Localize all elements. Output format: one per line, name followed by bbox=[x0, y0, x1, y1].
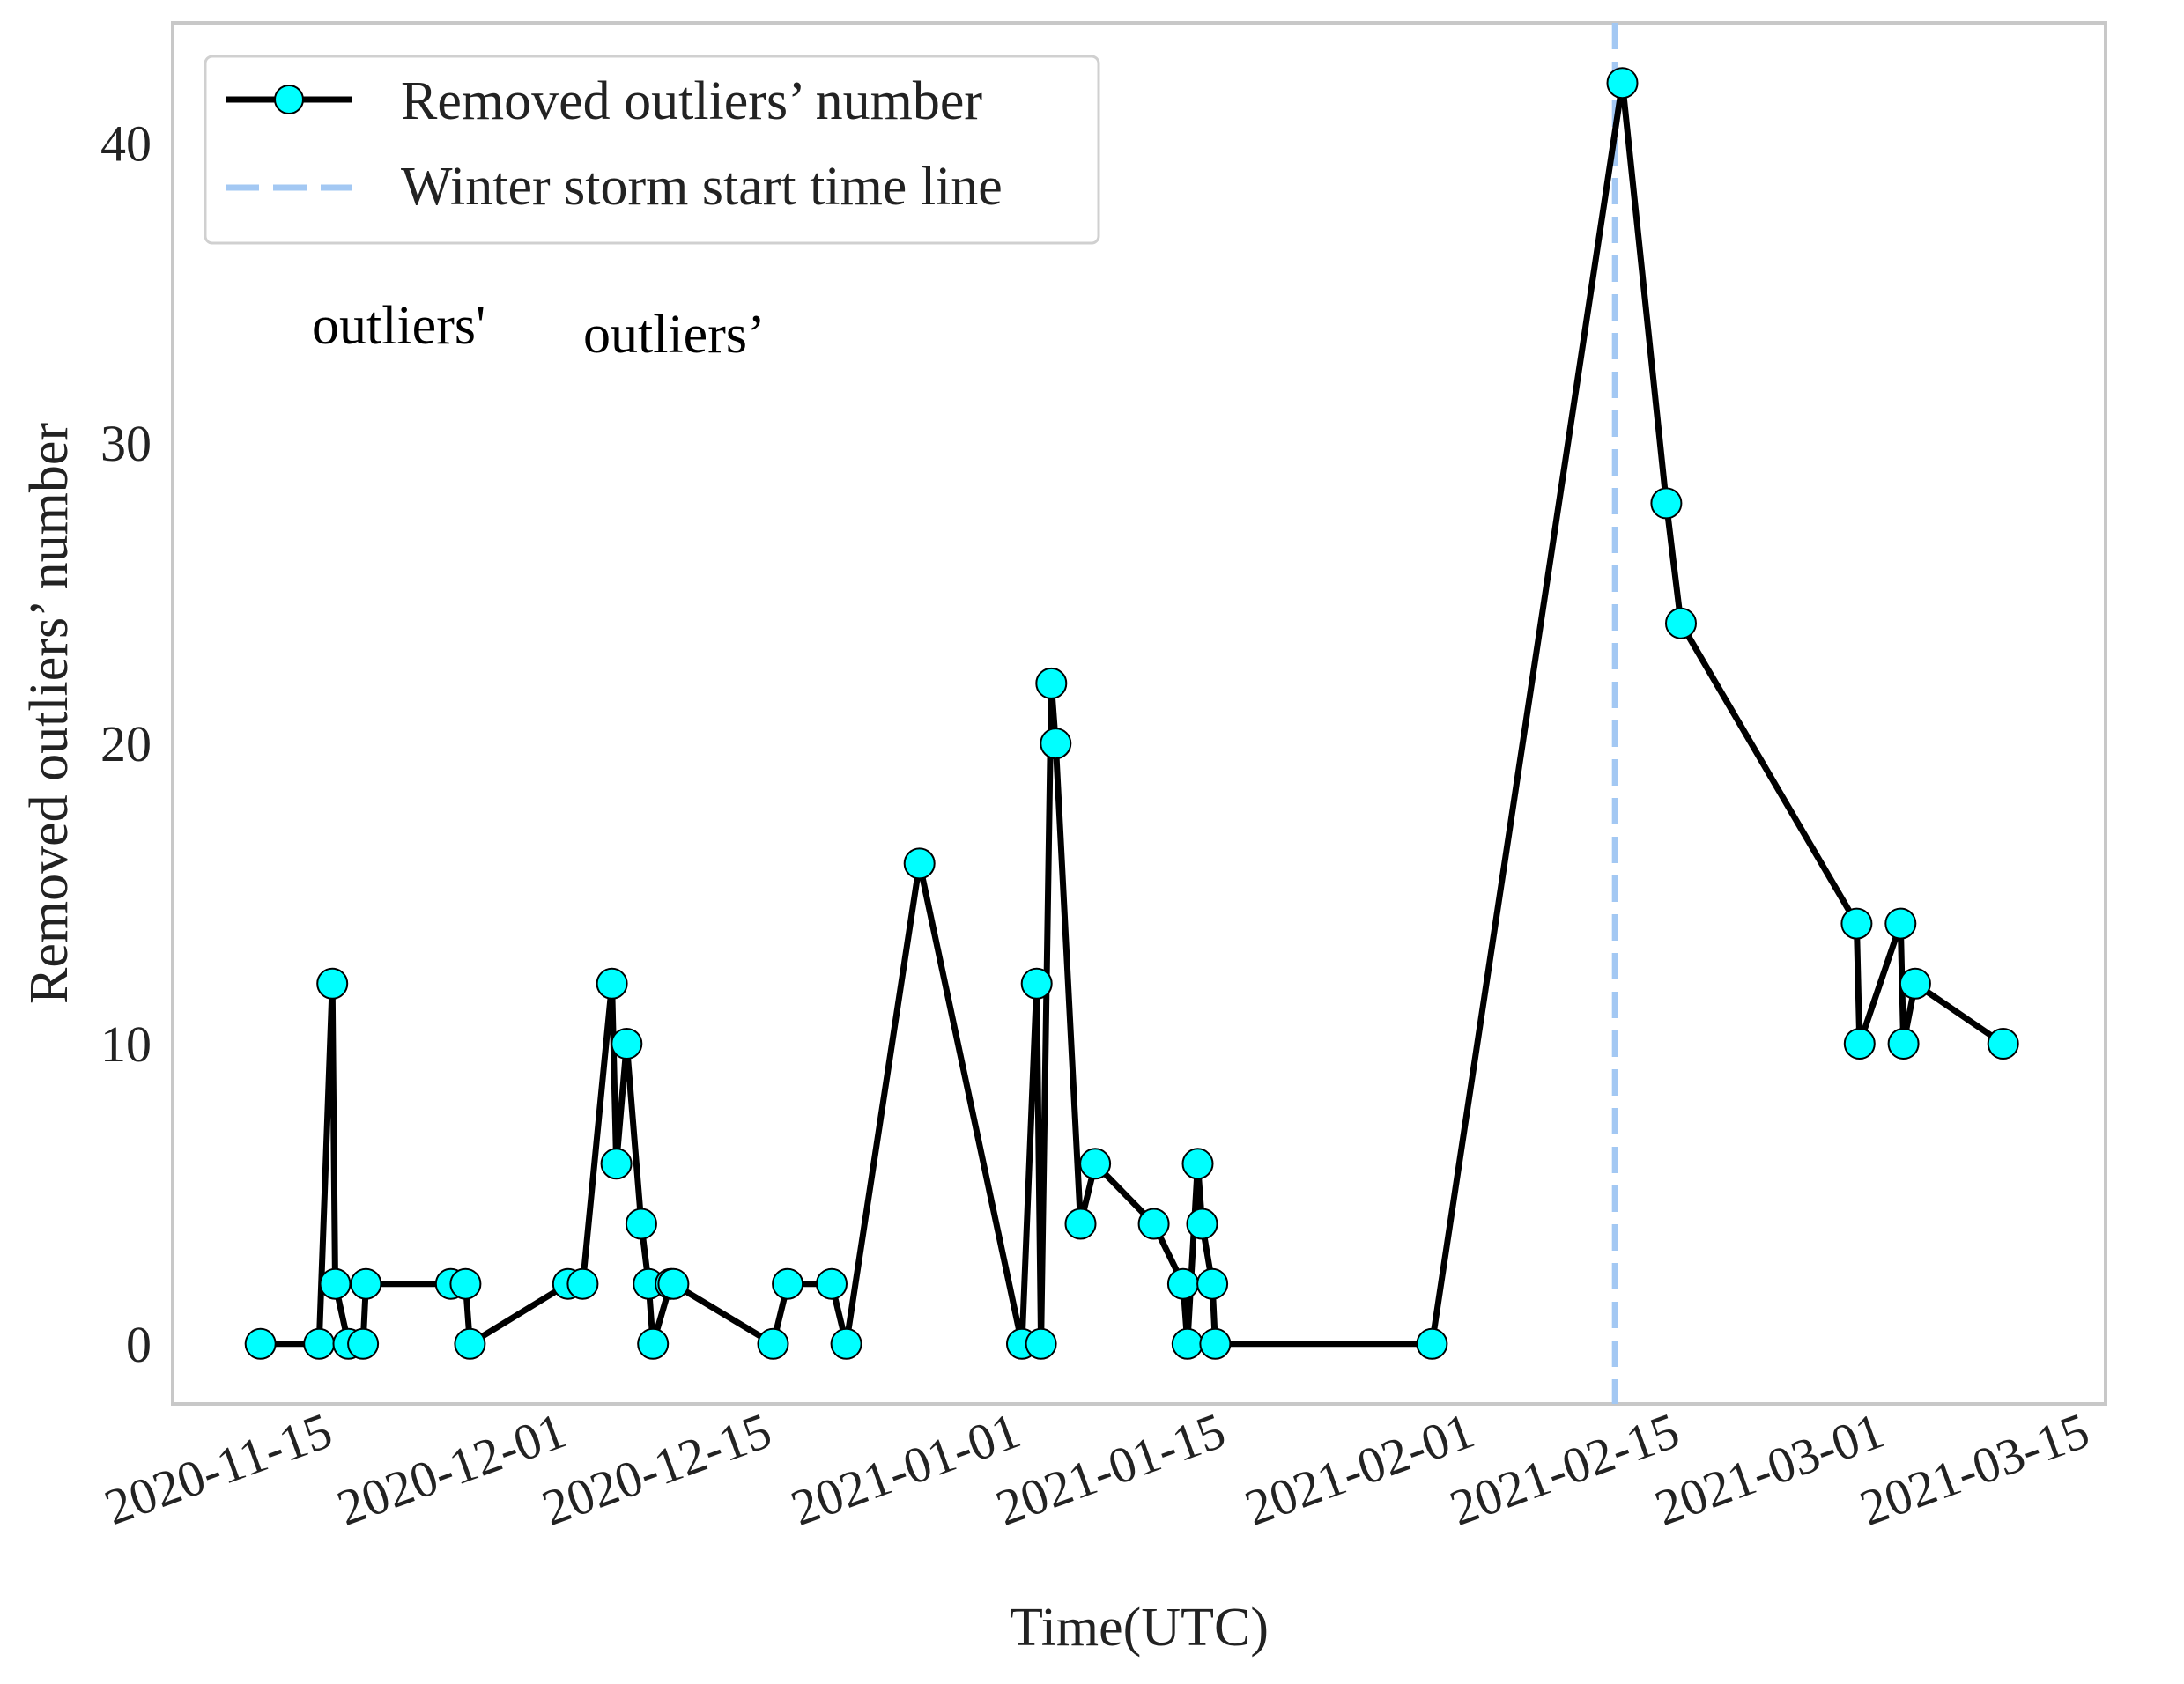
plot-area-frame bbox=[171, 21, 2107, 1406]
x-tick-label: 2021-01-01 bbox=[784, 1401, 1028, 1537]
x-tick-label: 2020-12-15 bbox=[535, 1401, 779, 1537]
legend-label-series: Removed outliers’ number bbox=[401, 71, 982, 131]
data-point bbox=[244, 1327, 277, 1360]
data-point bbox=[830, 1327, 862, 1360]
data-point bbox=[657, 1267, 690, 1300]
legend: Removed outliers’ number Winter storm st… bbox=[204, 55, 1100, 245]
data-point bbox=[1035, 667, 1068, 699]
y-tick-label: 40 bbox=[100, 114, 152, 172]
series-markers-layer bbox=[244, 67, 2019, 1360]
x-tick-label: 2021-02-01 bbox=[1238, 1401, 1482, 1537]
x-tick-label: 2021-02-15 bbox=[1443, 1401, 1687, 1537]
annotation-text-1: outliers' bbox=[312, 296, 485, 356]
data-point bbox=[1064, 1208, 1097, 1240]
data-point bbox=[757, 1327, 789, 1360]
y-axis-title: Removed outliers’ number bbox=[19, 423, 79, 1004]
data-point bbox=[1079, 1148, 1112, 1180]
data-point bbox=[1665, 607, 1697, 639]
data-point bbox=[816, 1267, 848, 1300]
data-point bbox=[1199, 1327, 1232, 1360]
x-tick-label: 2021-01-15 bbox=[988, 1401, 1233, 1537]
data-point bbox=[1196, 1267, 1229, 1300]
data-point bbox=[347, 1327, 380, 1360]
legend-marker-swatch bbox=[274, 85, 304, 114]
data-point bbox=[1650, 487, 1683, 520]
data-point bbox=[600, 1148, 633, 1180]
x-tick-label: 2020-11-15 bbox=[97, 1401, 339, 1536]
data-point bbox=[566, 1267, 599, 1300]
data-point bbox=[596, 967, 628, 1000]
y-tick-label: 20 bbox=[100, 715, 152, 772]
y-tick-label: 30 bbox=[100, 415, 152, 472]
data-point bbox=[449, 1267, 482, 1300]
data-point bbox=[637, 1327, 670, 1360]
x-tick-label: 2020-12-01 bbox=[329, 1401, 574, 1537]
data-point bbox=[316, 967, 349, 1000]
data-point bbox=[454, 1327, 486, 1360]
legend-label-storm: Winter storm start time line bbox=[401, 157, 1003, 217]
data-point bbox=[1887, 1028, 1920, 1060]
data-point bbox=[1840, 907, 1873, 940]
series-line bbox=[257, 79, 2007, 1348]
data-point bbox=[1020, 967, 1053, 1000]
data-point bbox=[303, 1327, 336, 1360]
y-tick-label: 0 bbox=[126, 1316, 152, 1373]
data-point bbox=[1987, 1028, 2019, 1060]
data-point bbox=[1040, 728, 1072, 760]
legend-frame bbox=[204, 55, 1100, 245]
data-point bbox=[625, 1208, 657, 1240]
data-point bbox=[611, 1028, 643, 1060]
data-point bbox=[903, 847, 936, 880]
data-point bbox=[1843, 1028, 1876, 1060]
data-point bbox=[1606, 67, 1639, 100]
x-axis-title: Time(UTC) bbox=[1010, 1598, 1269, 1658]
data-point bbox=[1137, 1208, 1170, 1240]
data-point bbox=[1171, 1327, 1203, 1360]
y-tick-labels: 0 10 20 30 40 bbox=[100, 114, 152, 1372]
data-point bbox=[1025, 1327, 1057, 1360]
data-point bbox=[1416, 1327, 1448, 1360]
data-point bbox=[1166, 1267, 1199, 1300]
series-line-layer bbox=[257, 79, 2007, 1348]
data-point bbox=[350, 1267, 382, 1300]
data-point bbox=[1181, 1148, 1214, 1180]
data-point bbox=[319, 1267, 352, 1300]
data-point bbox=[1186, 1208, 1218, 1240]
x-tick-label: 2021-03-01 bbox=[1647, 1401, 1892, 1537]
data-point bbox=[1884, 907, 1917, 940]
x-tick-label: 2021-03-15 bbox=[1853, 1401, 2097, 1537]
data-point bbox=[1899, 967, 1931, 1000]
annotation-text-2: outliers’ bbox=[583, 305, 766, 365]
data-point bbox=[772, 1267, 804, 1300]
y-tick-label: 10 bbox=[100, 1016, 152, 1073]
